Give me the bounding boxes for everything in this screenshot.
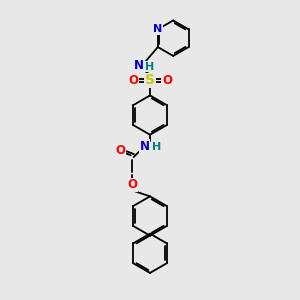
Text: O: O [116,144,126,157]
Text: N: N [153,24,163,34]
Text: N: N [140,140,149,153]
Text: O: O [127,178,137,191]
Text: H: H [152,142,162,152]
Text: O: O [128,74,138,87]
Text: S: S [145,74,155,88]
Text: H: H [145,62,154,72]
Text: N: N [134,59,144,72]
Text: O: O [162,74,172,87]
